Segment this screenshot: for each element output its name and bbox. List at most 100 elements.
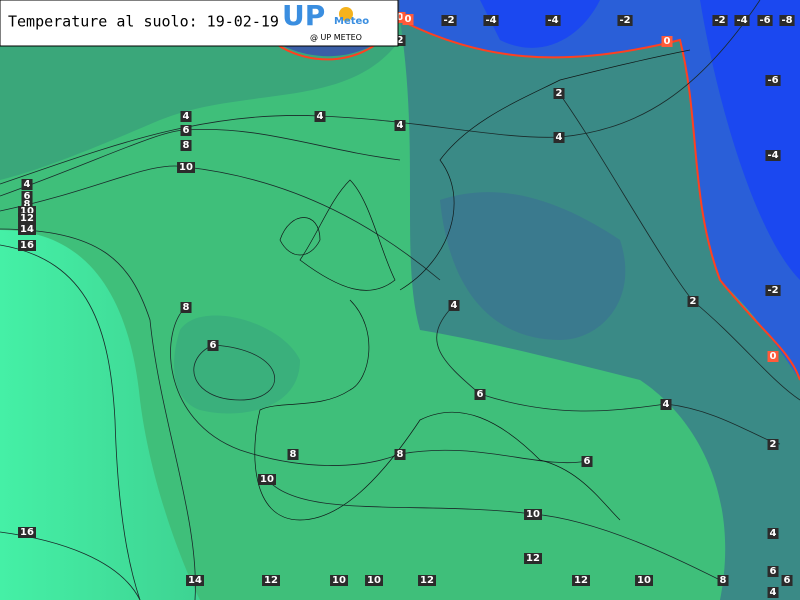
logo: UP [282, 0, 325, 32]
contour-label: 0 [664, 36, 671, 47]
contour-label-box [661, 36, 673, 47]
contour-label: 8 [397, 449, 404, 460]
contour-label-box [207, 340, 219, 351]
contour-label-box [781, 575, 793, 586]
contour-label: 4 [770, 528, 777, 539]
contour-label-box [483, 15, 499, 26]
contour-label: 16 [20, 527, 34, 538]
contour-label: 10 [367, 575, 381, 586]
logo-sub: Meteo [334, 16, 369, 27]
contour-label-box [180, 302, 192, 313]
contour-label-box [767, 587, 779, 598]
contour-label-box [21, 191, 33, 202]
contour-label-box [617, 15, 633, 26]
contour-label: 10 [260, 474, 274, 485]
contour-label: 10 [637, 575, 651, 586]
contour-label-box [258, 474, 276, 485]
contour-label-box [734, 15, 750, 26]
contour-label-box [474, 389, 486, 400]
contour-label: -2 [767, 285, 778, 296]
contour-label-box [365, 575, 383, 586]
contour-label: -4 [547, 15, 558, 26]
contour-label-box [717, 575, 729, 586]
contour-label: 6 [477, 389, 484, 400]
logo-sun [339, 7, 353, 21]
contour-label-box [18, 527, 36, 538]
contour-label-box [448, 300, 460, 311]
contour-label-box [180, 111, 192, 122]
contour-label-box [524, 553, 542, 564]
contour-label: 2 [397, 35, 404, 46]
contour-label: 6 [183, 125, 190, 136]
contour-label-box [524, 509, 542, 520]
contour-label: 6 [584, 456, 591, 467]
contour-label: 8 [290, 449, 297, 460]
contour-label-box [177, 162, 195, 173]
contour-label: -4 [736, 15, 747, 26]
contour-label: 4 [663, 399, 670, 410]
contour-label-box [418, 575, 436, 586]
contour-label-box [660, 399, 672, 410]
contour-label: 8 [183, 302, 190, 313]
cool-pocket [174, 315, 300, 414]
contour-label: -2 [619, 15, 630, 26]
freezing-field [400, 0, 800, 380]
contour-label: 12 [526, 553, 540, 564]
contour-label-box [21, 199, 33, 210]
contour-label-box [441, 15, 457, 26]
contour-label-box [545, 15, 561, 26]
contour-label-box [21, 179, 33, 190]
contour-label-box [402, 14, 414, 25]
contour-label: 16 [20, 240, 34, 251]
contour-label: -2 [443, 15, 454, 26]
contour-label-box [394, 35, 406, 46]
contour-label-box [635, 575, 653, 586]
contour-label-box [765, 150, 781, 161]
contour-label-box [712, 15, 728, 26]
contour-label-box [765, 285, 781, 296]
cold-core [440, 192, 626, 340]
contour-label: 0 [405, 14, 412, 25]
contour-label: 12 [264, 575, 278, 586]
contour-label-box [767, 566, 779, 577]
contour-label-box [687, 296, 699, 307]
contour-label: 12 [20, 213, 34, 224]
deep-freeze [480, 0, 800, 280]
coastlines [254, 49, 691, 521]
contour-label-box [767, 528, 779, 539]
contour-label: 6 [770, 566, 777, 577]
contour-label: -4 [767, 150, 778, 161]
contour-label: 2 [556, 88, 563, 99]
contour-label-box [779, 15, 795, 26]
contour-label: 10 [20, 206, 34, 217]
credit: @ UP METEO [310, 33, 362, 42]
contour-label: 14 [20, 224, 34, 235]
contour-label: 10 [526, 509, 540, 520]
contour-label: 4 [451, 300, 458, 311]
contour-label: 12 [420, 575, 434, 586]
title: Temperature al suolo: 19-02-19 [8, 13, 279, 31]
contour-label: -8 [781, 15, 792, 26]
contour-label: 4 [183, 111, 190, 122]
contour-label-box [18, 213, 36, 224]
contour-label-box [572, 575, 590, 586]
contour-label: 4 [556, 132, 563, 143]
contour-label: 2 [770, 439, 777, 450]
contour-label-box [553, 88, 565, 99]
contour-label: 4 [770, 587, 777, 598]
contour-label: 10 [179, 162, 193, 173]
contour-label: 0 [397, 12, 404, 23]
zero-isotherm [239, 0, 800, 381]
contour-label: 6 [24, 191, 31, 202]
contour-label: 14 [188, 575, 202, 586]
contour-label-box [757, 15, 773, 26]
contour-label-box [553, 132, 565, 143]
contour-label-box [767, 351, 779, 362]
contour-label-box [180, 125, 192, 136]
contour-label: -6 [767, 75, 778, 86]
contour-label: 4 [317, 111, 324, 122]
contour-label: 12 [574, 575, 588, 586]
contour-label-box [18, 224, 36, 235]
